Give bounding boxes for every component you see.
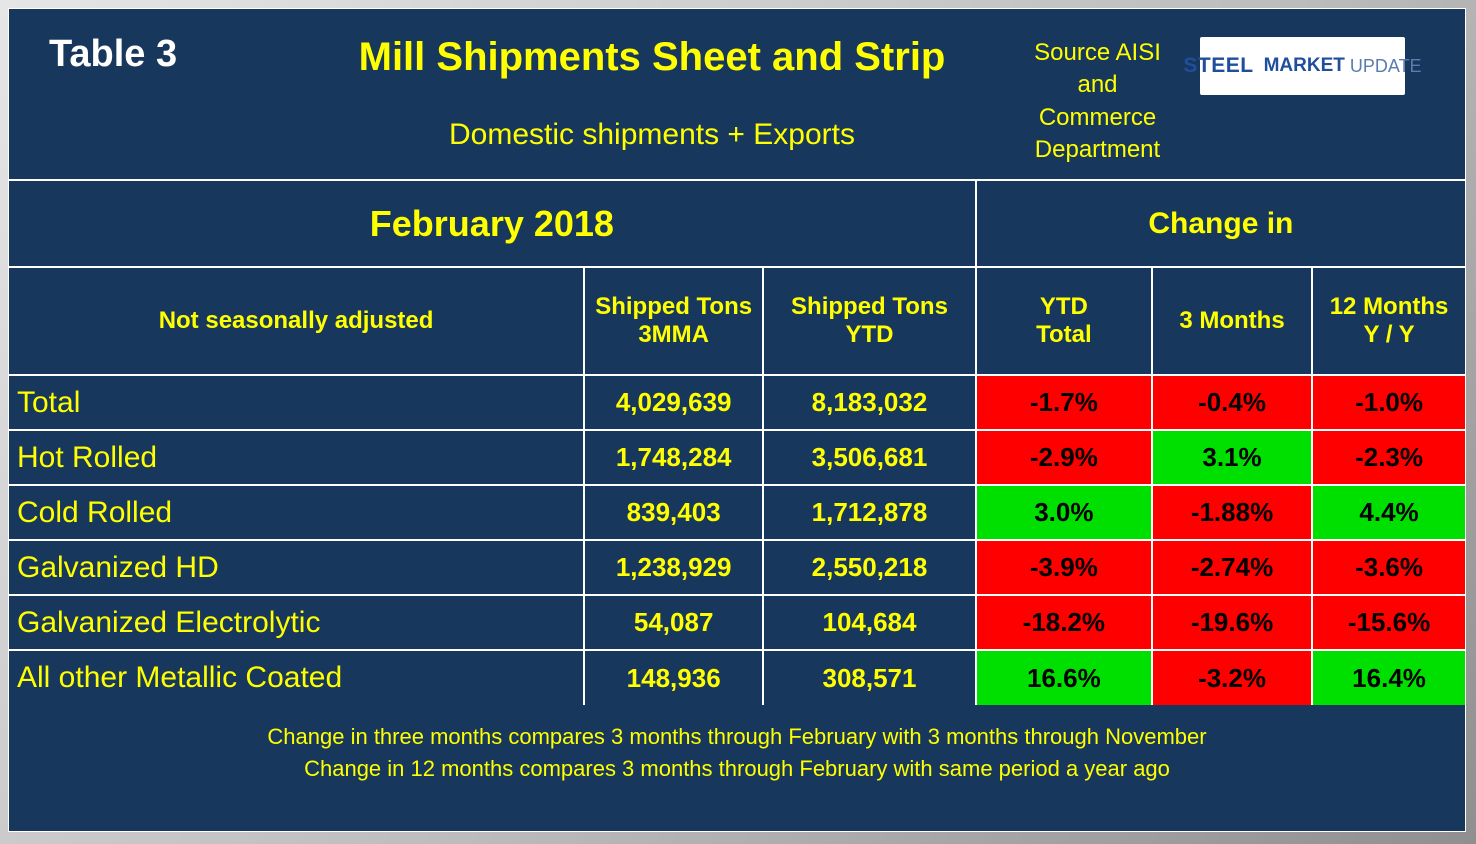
period-header: February 2018: [8, 180, 977, 268]
steel-market-update-logo: STEEL MARKET UPDATE: [1183, 37, 1422, 95]
source-line: Source AISI: [1034, 39, 1161, 66]
shipped-tons-3mma-value: 148,936: [583, 649, 765, 706]
shipped-tons-ytd-value: 1,712,878: [762, 484, 977, 541]
shipped-tons-3mma-value: 54,087: [583, 594, 765, 651]
column-header-shipped-tons-ytd: Shipped Tons YTD: [762, 266, 977, 376]
table-row: Total 4,029,639 8,183,032 -1.7% -0.4% -1.0%: [7, 374, 1466, 431]
row-label: All other Metallic Coated: [7, 649, 586, 706]
row-label: Hot Rolled: [7, 429, 586, 486]
twelve-months-change: -2.3%: [1311, 429, 1466, 486]
column-header-shipped-tons-3mma: Shipped Tons 3MMA: [583, 266, 765, 376]
shipped-tons-3mma-value: 1,748,284: [583, 429, 765, 486]
column-header-12-months-yy: 12 Months Y / Y: [1311, 266, 1466, 376]
table-row: Cold Rolled 839,403 1,712,878 3.0% -1.88% 4.4…: [7, 484, 1466, 541]
change-in-header: Change in: [974, 180, 1467, 268]
shipped-tons-3mma-value: 1,238,929: [583, 539, 765, 596]
three-months-change: -3.2%: [1150, 649, 1314, 706]
shipped-tons-3mma-value: 4,029,639: [583, 374, 765, 431]
logo-update-text: UPDATE: [1349, 55, 1422, 76]
row-label: Galvanized Electrolytic: [7, 594, 586, 651]
logo-container: STEEL MARKET UPDATE: [1183, 9, 1465, 179]
table-row: All other Metallic Coated 148,936 308,571 1…: [7, 649, 1466, 706]
three-months-change: 3.1%: [1150, 429, 1314, 486]
shipped-tons-ytd-value: 308,571: [762, 649, 977, 706]
table-row: Galvanized HD 1,238,929 2,550,218 -3.9% -2.7…: [7, 539, 1466, 596]
row-label: Galvanized HD: [7, 539, 586, 596]
period-row: February 2018 Change in: [8, 180, 1467, 268]
shipped-tons-3mma-value: 839,403: [583, 484, 765, 541]
shipments-table: February 2018 Change in Not seasonally a…: [7, 180, 1467, 706]
table-panel: Table 3 Mill Shipments Sheet and Strip D…: [7, 8, 1467, 832]
ytd-total-change: -1.7%: [974, 374, 1153, 431]
page-subtitle: Domestic shipments + Exports: [449, 118, 855, 151]
logo-market-text: MARKET: [1263, 55, 1345, 76]
three-months-change: -0.4%: [1150, 374, 1314, 431]
ytd-total-change: -3.9%: [974, 539, 1153, 596]
source-line: Department: [1034, 136, 1161, 164]
ytd-total-change: 16.6%: [974, 649, 1153, 706]
page-title: Mill Shipments Sheet and Strip: [358, 35, 946, 79]
twelve-months-change: 16.4%: [1311, 649, 1466, 706]
column-header-3-months: 3 Months: [1150, 266, 1314, 376]
source-line: and: [1077, 71, 1118, 99]
table-row: Hot Rolled 1,748,284 3,506,681 -2.9% 3.1% -2.…: [7, 429, 1466, 486]
table-number-label: Table 3: [49, 33, 178, 75]
ytd-total-change: -18.2%: [974, 594, 1153, 651]
header: Table 3 Mill Shipments Sheet and Strip D…: [9, 9, 1465, 181]
column-header-row: Not seasonally adjusted Shipped Tons 3MM…: [7, 266, 1466, 376]
row-label: Cold Rolled: [7, 484, 586, 541]
footnote-line-1: Change in three months compares 3 months…: [267, 724, 1207, 749]
ytd-total-change: 3.0%: [974, 484, 1153, 541]
footnotes: Change in three months compares 3 months…: [9, 705, 1465, 831]
shipped-tons-ytd-value: 3,506,681: [762, 429, 977, 486]
row-label: Total: [7, 374, 586, 431]
title-block: Mill Shipments Sheet and Strip Domestic …: [309, 9, 995, 179]
twelve-months-change: -1.0%: [1311, 374, 1466, 431]
twelve-months-change: -3.6%: [1311, 539, 1466, 596]
column-header-not-seasonally-adjusted: Not seasonally adjusted: [7, 266, 586, 376]
three-months-change: -1.88%: [1150, 484, 1314, 541]
shipped-tons-ytd-value: 104,684: [762, 594, 977, 651]
twelve-months-change: -15.6%: [1311, 594, 1466, 651]
three-months-change: -2.74%: [1150, 539, 1314, 596]
table-body: Total 4,029,639 8,183,032 -1.7% -0.4% -1.0% Ho…: [7, 374, 1466, 706]
twelve-months-change: 4.4%: [1311, 484, 1466, 541]
table-row: Galvanized Electrolytic 54,087 104,684 -18.…: [7, 594, 1466, 651]
logo-steel-text: STEEL: [1183, 54, 1254, 77]
footnote-line-2: Change in 12 months compares 3 months th…: [304, 755, 1170, 781]
ytd-total-change: -2.9%: [974, 429, 1153, 486]
shipped-tons-ytd-value: 2,550,218: [762, 539, 977, 596]
source-note: Source AISI and Commerce Department: [995, 9, 1200, 179]
shipped-tons-ytd-value: 8,183,032: [762, 374, 977, 431]
source-line: Commerce: [1038, 103, 1157, 131]
three-months-change: -19.6%: [1150, 594, 1314, 651]
column-header-ytd-total: YTD Total: [974, 266, 1153, 376]
table-number-block: Table 3: [9, 9, 309, 179]
